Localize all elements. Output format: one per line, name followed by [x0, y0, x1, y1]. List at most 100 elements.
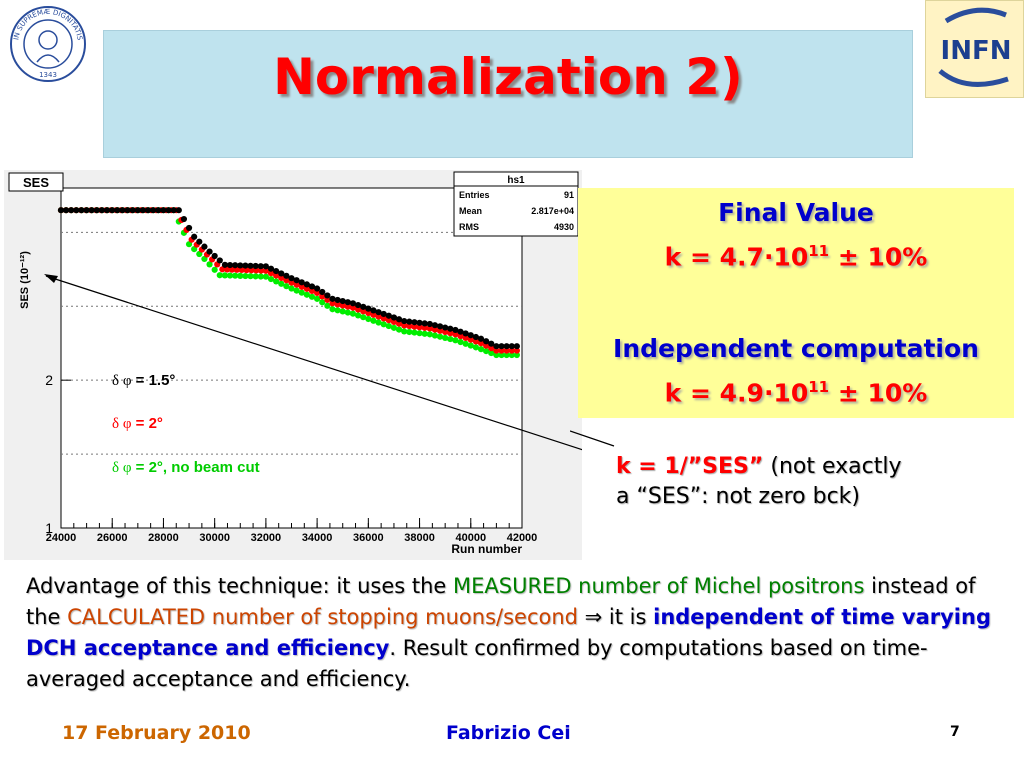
data-point [493, 343, 500, 350]
advantage-paragraph: Advantage of this technique: it uses the… [26, 574, 991, 691]
data-point [467, 332, 474, 339]
university-seal-logo: IN SUPREMÆ DIGNITATIS 1343 [10, 6, 86, 82]
data-point [257, 263, 264, 270]
independent-computation-title: Independent computation [613, 334, 979, 363]
data-point [170, 207, 177, 214]
y-tick-label: 2 [45, 372, 53, 388]
data-point [503, 347, 510, 354]
ses-histogram: SES 24000 26000 28000 30000 32000 34000 36000 3… [4, 170, 582, 560]
data-point [493, 351, 500, 359]
data-point [221, 261, 229, 268]
plot-title-box [8, 172, 64, 192]
data-point [370, 317, 377, 324]
data-point [298, 289, 305, 296]
data-point [104, 207, 111, 214]
note-text: (not exactly [763, 454, 902, 479]
data-point [457, 328, 464, 335]
data-point [283, 277, 290, 284]
title-box [103, 30, 913, 158]
data-point [462, 340, 469, 347]
stats-value: 2.817e+04 [531, 206, 574, 216]
data-point [488, 349, 495, 357]
stats-label: Mean [459, 206, 482, 216]
data-point [365, 315, 372, 323]
data-point [73, 207, 80, 214]
data-point [503, 351, 510, 359]
data-point [68, 207, 75, 214]
data-point [216, 272, 223, 279]
data-point [416, 324, 423, 331]
data-point [380, 310, 387, 318]
data-point [472, 344, 479, 351]
data-point [334, 301, 341, 308]
data-point [431, 332, 439, 339]
data-point [273, 278, 280, 285]
data-point [329, 306, 336, 313]
x-tick-label: 30000 [199, 532, 230, 544]
data-point [360, 314, 367, 321]
data-point [293, 287, 300, 294]
data-point [477, 346, 485, 353]
data-point [436, 323, 444, 330]
annotation-arrow [44, 274, 582, 451]
data-point [354, 306, 362, 313]
stats-label: RMS [459, 222, 479, 232]
data-point [513, 347, 520, 354]
data-point [380, 315, 387, 322]
data-point [354, 301, 362, 309]
data-point [508, 343, 515, 350]
data-point [88, 207, 95, 214]
x-tick-label: 40000 [455, 532, 486, 544]
data-point [303, 285, 310, 292]
data-point [508, 347, 515, 354]
data-point [467, 336, 474, 343]
data-point [416, 319, 423, 326]
data-point [314, 285, 321, 292]
plot-ticks: 24000 26000 28000 30000 32000 34000 36000 38000… [45, 372, 537, 544]
data-point [160, 207, 167, 214]
data-point [267, 270, 275, 277]
data-point [442, 328, 449, 336]
data-point [390, 324, 398, 331]
independent-k-value: k = 4.9·1011 ± 10% [664, 378, 928, 408]
data-point [124, 207, 131, 214]
data-point [288, 285, 295, 292]
data-point [462, 330, 469, 337]
data-point [303, 291, 310, 298]
final-value-title: Final Value [718, 198, 874, 227]
data-point [498, 343, 505, 350]
data-point [206, 261, 213, 268]
data-point [93, 207, 100, 214]
data-point [436, 327, 444, 334]
data-point [406, 328, 413, 336]
data-point [155, 207, 162, 214]
data-point [98, 207, 106, 214]
data-point [488, 340, 495, 347]
data-point [385, 317, 392, 324]
data-point [508, 351, 515, 359]
series-0 [57, 207, 520, 350]
data-point [83, 207, 90, 214]
data-point [436, 333, 444, 340]
data-point [426, 331, 433, 338]
data-point [144, 207, 152, 214]
data-point [267, 275, 275, 283]
data-point [324, 302, 331, 309]
data-point [360, 303, 367, 310]
data-point [416, 330, 423, 337]
data-point [226, 272, 234, 279]
final-value-box [578, 188, 1014, 418]
data-point [483, 342, 490, 349]
data-point [216, 257, 223, 264]
data-point [262, 273, 269, 280]
data-point [354, 312, 362, 319]
data-point [180, 215, 188, 223]
data-point [426, 325, 433, 332]
data-point [308, 283, 316, 290]
data-point [114, 207, 121, 214]
x-tick-label: 32000 [251, 532, 282, 544]
data-point [308, 293, 316, 300]
data-point [477, 340, 485, 347]
plot-legend: δ φ = 1.5° δ φ = 2° δ φ = 2°, no beam cu… [112, 372, 260, 476]
data-point [375, 313, 382, 320]
